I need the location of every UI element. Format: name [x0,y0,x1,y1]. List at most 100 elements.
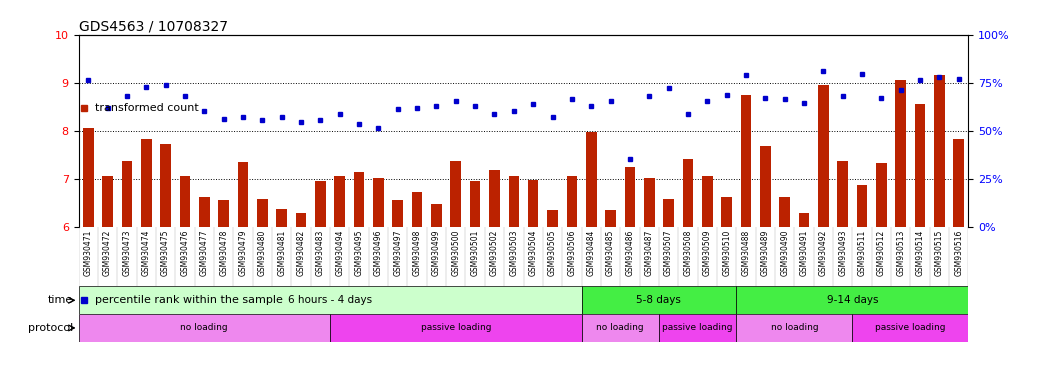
Bar [818,85,828,227]
Text: no loading: no loading [771,323,818,333]
Bar [548,210,558,227]
Bar [566,176,577,227]
Text: GDS4563 / 10708327: GDS4563 / 10708327 [79,20,227,33]
Bar [581,314,659,342]
Bar [799,212,809,227]
Bar [856,185,867,227]
Text: GSM930484: GSM930484 [586,230,596,276]
Bar [393,200,403,227]
Bar [330,314,581,342]
Bar [528,180,538,227]
Text: 6 hours - 4 days: 6 hours - 4 days [288,295,372,305]
Text: no loading: no loading [180,323,228,333]
Bar [625,167,636,227]
Text: passive loading: passive loading [421,323,491,333]
Text: GSM930491: GSM930491 [800,230,808,276]
Bar [876,164,887,227]
Text: GSM930471: GSM930471 [84,230,93,276]
Bar [238,162,248,227]
Text: 9-14 days: 9-14 days [827,295,878,305]
Text: GSM930472: GSM930472 [103,230,112,276]
Text: GSM930489: GSM930489 [761,230,770,276]
Bar [838,161,848,227]
Bar [141,139,152,227]
Bar [450,161,461,227]
Text: GSM930506: GSM930506 [567,230,576,276]
Bar [470,181,481,227]
Text: GSM930478: GSM930478 [219,230,228,276]
Bar [103,176,113,227]
Text: passive loading: passive loading [663,323,733,333]
Bar [664,199,674,227]
Text: GSM930473: GSM930473 [122,230,131,276]
Bar [779,197,790,227]
Text: GSM930483: GSM930483 [316,230,325,276]
Text: GSM930477: GSM930477 [200,230,208,276]
Text: GSM930515: GSM930515 [935,230,944,276]
Text: GSM930508: GSM930508 [684,230,692,276]
Bar [295,214,307,227]
Text: GSM930479: GSM930479 [239,230,247,276]
Text: passive loading: passive loading [875,323,945,333]
Text: GSM930497: GSM930497 [394,230,402,276]
Text: GSM930512: GSM930512 [877,230,886,276]
Bar [852,314,968,342]
Text: no loading: no loading [597,323,644,333]
Text: GSM930505: GSM930505 [548,230,557,276]
Bar [431,204,442,227]
Bar [605,210,616,227]
Bar [736,286,968,314]
Bar [954,139,964,227]
Bar [79,286,581,314]
Text: GSM930485: GSM930485 [606,230,615,276]
Bar [659,314,736,342]
Text: GSM930500: GSM930500 [451,230,461,276]
Bar [315,181,326,227]
Bar [276,209,287,227]
Text: GSM930496: GSM930496 [374,230,383,276]
Text: 5-8 days: 5-8 days [637,295,682,305]
Text: GSM930498: GSM930498 [413,230,422,276]
Bar [257,199,268,227]
Bar [199,197,209,227]
Bar [586,132,597,227]
Text: GSM930476: GSM930476 [180,230,190,276]
Text: GSM930494: GSM930494 [335,230,344,276]
Bar [581,286,736,314]
Text: GSM930486: GSM930486 [625,230,634,276]
Text: protocol: protocol [28,323,73,333]
Bar [121,161,132,227]
Bar [79,314,330,342]
Bar [489,170,499,227]
Text: time: time [48,295,73,305]
Text: GSM930502: GSM930502 [490,230,499,276]
Bar [373,178,383,227]
Bar [740,95,752,227]
Bar [760,146,771,227]
Bar [334,176,346,227]
Bar [509,176,519,227]
Bar [354,172,364,227]
Text: GSM930507: GSM930507 [664,230,673,276]
Text: transformed count: transformed count [95,103,199,113]
Bar [934,75,944,227]
Text: GSM930474: GSM930474 [141,230,151,276]
Bar [160,144,171,227]
Text: GSM930481: GSM930481 [277,230,286,276]
Bar [644,178,654,227]
Bar [721,197,732,227]
Bar [915,104,926,227]
Text: GSM930480: GSM930480 [258,230,267,276]
Text: GSM930513: GSM930513 [896,230,906,276]
Bar [219,200,229,227]
Text: GSM930510: GSM930510 [722,230,731,276]
Bar [411,192,422,227]
Text: GSM930495: GSM930495 [355,230,363,276]
Bar [83,128,93,227]
Bar [180,176,191,227]
Text: GSM930492: GSM930492 [819,230,828,276]
Text: GSM930482: GSM930482 [296,230,306,276]
Text: GSM930503: GSM930503 [509,230,518,276]
Text: GSM930516: GSM930516 [954,230,963,276]
Text: GSM930487: GSM930487 [645,230,653,276]
